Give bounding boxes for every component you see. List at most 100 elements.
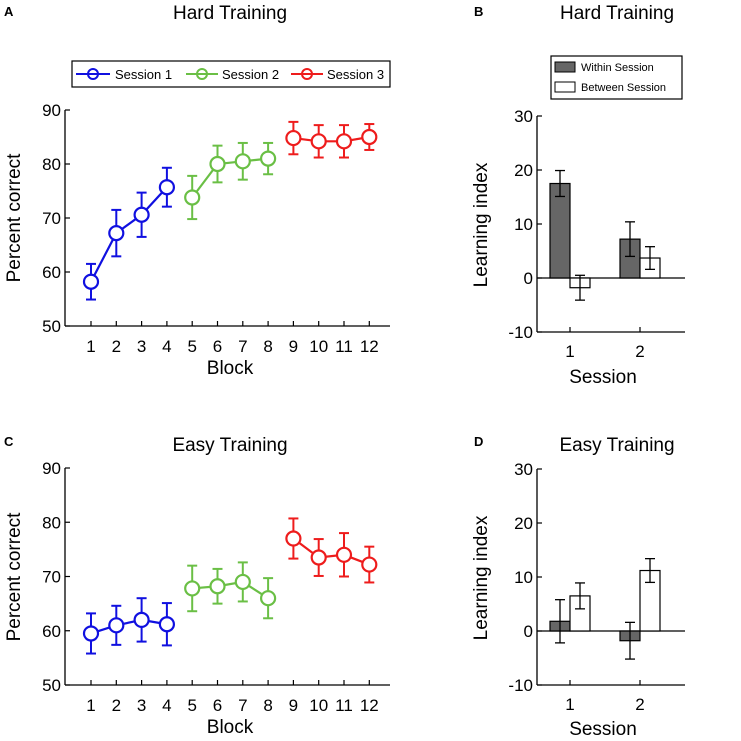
panel-c-x-tick-label: 6	[213, 696, 222, 715]
panel-a-session1-point	[82, 273, 100, 290]
panel-d-y-tick-label: 10	[514, 568, 533, 587]
panel-a-x-tick-label: 1	[86, 337, 95, 356]
panel-a-legend: Session 1 Session 2 Session 3	[71, 60, 391, 88]
panel-c-y-tick-label: 70	[42, 568, 61, 587]
panel-a-session1-point	[158, 179, 175, 196]
panel-letter-a: A	[4, 4, 14, 19]
panel-c-session1-point	[108, 617, 125, 634]
legend-between-swatch	[554, 81, 576, 93]
panel-b-x-tick-label: 1	[565, 342, 574, 361]
panel-c-y-tick-label: 90	[42, 459, 61, 478]
panel-c-session3-point	[335, 546, 353, 563]
panel-c-x-tick-label: 8	[263, 696, 272, 715]
panel-d-xlabel: Session	[569, 719, 637, 740]
panel-d-y-tick-label: 0	[524, 622, 533, 641]
panel-c-session3-point	[361, 556, 378, 573]
panel-a-x-tick-label: 8	[263, 337, 272, 356]
panel-b-legend: Within Session Between Session	[550, 55, 683, 100]
panel-b-ylabel: Learning index	[471, 162, 492, 287]
panel-c-x-tick-label: 1	[86, 696, 95, 715]
panel-a-session3-point	[335, 133, 353, 150]
panel-c-session1-point	[82, 625, 100, 642]
panel-c-xlabel: Block	[207, 717, 254, 738]
panel-a-x-tick-label: 5	[187, 337, 196, 356]
panel-d-x-tick-label: 1	[565, 695, 574, 714]
panel-c-ylabel: Percent correct	[4, 512, 25, 642]
panel-a-session1-line	[90, 186, 168, 283]
legend-session3-marker	[301, 68, 313, 80]
panel-a-y-tick-label: 60	[42, 263, 61, 282]
panel-a-x-tick-label: 2	[112, 337, 121, 356]
panel-a-session3-point	[310, 133, 327, 150]
panel-c-session2-line	[192, 580, 269, 600]
legend-within-swatch	[554, 61, 576, 73]
panel-d-y-tick-label: 20	[514, 514, 533, 533]
panel-c-session2-point	[209, 578, 226, 595]
legend-within-label: Within Session	[581, 62, 654, 74]
panel-b-within-session-bar	[549, 182, 571, 279]
legend-between-label: Between Session	[581, 82, 666, 94]
panel-c-x-tick-label: 7	[238, 696, 247, 715]
panel-c-x-tick-label: 2	[112, 696, 121, 715]
panel-a-x-tick-label: 9	[289, 337, 298, 356]
panel-a-session3-line	[293, 135, 370, 143]
panel-letter-c: C	[4, 434, 14, 449]
panel-a-x-tick-label: 3	[137, 337, 146, 356]
panel-a-x-tick-label: 12	[360, 337, 379, 356]
panel-c-session2-point	[260, 590, 277, 607]
panel-b-x-tick-label: 2	[635, 342, 644, 361]
panel-a-x-tick-label: 6	[213, 337, 222, 356]
panel-a-y-tick-label: 70	[42, 209, 61, 228]
panel-a-x-tick-label: 7	[238, 337, 247, 356]
panel-letter-b: B	[474, 4, 483, 19]
panel-c-x-tick-label: 9	[289, 696, 298, 715]
panel-c-x-tick-label: 4	[162, 696, 171, 715]
panel-a-session2-point	[260, 150, 277, 167]
panel-c-session1-point	[133, 611, 150, 629]
panel-a-session2-line	[191, 157, 269, 199]
panel-d-y-tick-label: -10	[508, 676, 533, 695]
panel-b-title: Hard Training	[560, 3, 674, 24]
panel-c-x-tick-label: 3	[137, 696, 146, 715]
panel-c-y-tick-label: 80	[42, 513, 61, 532]
panel-a-session2-point	[184, 189, 201, 206]
panel-c-y-tick-label: 60	[42, 622, 61, 641]
panel-a-y-tick-label: 80	[42, 155, 61, 174]
panel-c-session3-line	[292, 537, 370, 566]
panel-d-title: Easy Training	[559, 435, 674, 456]
panel-a-xlabel: Block	[207, 358, 254, 379]
panel-a-x-tick-label: 4	[162, 337, 171, 356]
panel-a-x-tick-label: 10	[309, 337, 328, 356]
panel-d-x-tick-label: 2	[635, 695, 644, 714]
panel-c-session3-point	[285, 530, 302, 547]
panel-a-title: Hard Training	[173, 3, 287, 24]
panel-b-y-tick-label: 20	[514, 161, 533, 180]
panel-a-session2-point	[209, 155, 226, 173]
panel-a-y-tick-label: 50	[42, 317, 61, 336]
panel-b-y-tick-label: 30	[514, 107, 533, 126]
panel-c-x-tick-label: 5	[187, 696, 196, 715]
legend-session3-label: Session 3	[327, 67, 384, 82]
panel-b-y-tick-label: 0	[524, 269, 533, 288]
panel-a-legend-box	[71, 60, 391, 88]
panel-c-x-tick-label: 10	[309, 696, 328, 715]
panel-b-y-tick-label: 10	[514, 215, 533, 234]
panel-b-y-tick-label: -10	[508, 323, 533, 342]
panel-c-title: Easy Training	[172, 435, 287, 456]
panel-b-xlabel: Session	[569, 367, 637, 388]
legend-session2-label: Session 2	[222, 67, 279, 82]
panel-a-y-tick-label: 90	[42, 101, 61, 120]
panel-c-x-tick-label: 12	[360, 696, 379, 715]
legend-session1-marker	[87, 68, 99, 80]
panel-letter-d: D	[474, 434, 483, 449]
panel-d-y-tick-label: 30	[514, 460, 533, 479]
panel-c-session1-point	[158, 616, 175, 633]
panel-a-session3-point	[285, 129, 302, 147]
panel-c-y-tick-label: 50	[42, 676, 61, 695]
panel-a-session3-point	[361, 128, 378, 146]
panel-a-x-tick-label: 11	[335, 337, 353, 356]
legend-session1-label: Session 1	[115, 67, 172, 82]
panel-c-x-tick-label: 11	[335, 696, 353, 715]
